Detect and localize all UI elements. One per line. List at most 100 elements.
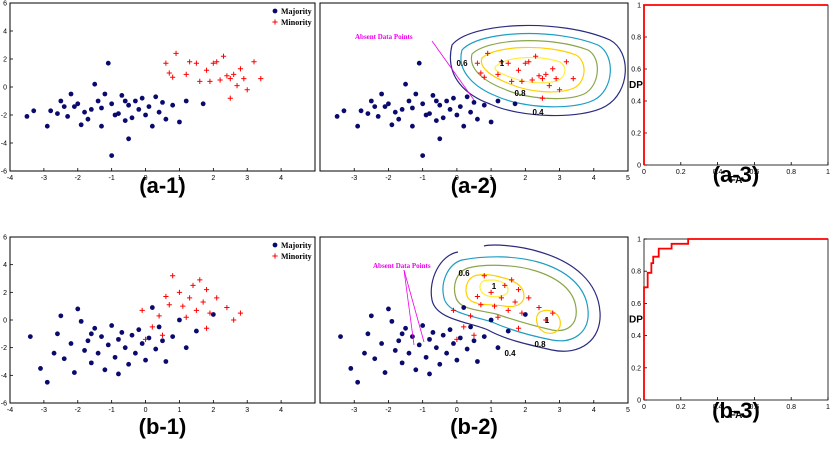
majority-point [423,354,429,360]
majority-point [382,370,388,375]
majority-point [95,350,101,356]
majority-point [334,114,340,119]
legend-majority-marker [272,242,278,248]
majority-point [468,109,473,115]
majority-point [403,81,408,87]
majority-point [95,98,101,104]
majority-point [112,354,118,360]
density-contour-1 [442,256,589,342]
majority-point [444,350,450,356]
majority-point [362,350,367,356]
minority-point [183,314,189,320]
x-tick-label: -2 [385,175,391,182]
roc-curve [643,238,828,400]
y-tick-label: 4 [3,29,7,36]
minority-point [526,295,532,301]
majority-point [102,367,108,373]
minority-point [471,332,477,338]
majority-point [51,350,57,356]
density-contour-2 [470,40,598,100]
legend-minority-marker [272,19,278,25]
minority-point [176,289,183,295]
panel-a1: -4 -3 -2 -1 0 1 2 3 4-6-4-20246MajorityMinority(… [1,1,316,198]
x-tick-label: -4 [7,175,13,182]
majority-point [193,328,199,334]
axes-frame [643,238,829,401]
y-tick-label: 0 [3,318,7,325]
majority-point [105,60,111,66]
minority-point [187,59,193,65]
minority-point [536,304,542,311]
majority-point [132,350,138,356]
majority-point [433,118,439,123]
majority-point [126,136,132,142]
annotation-absent-data-points: Absent Data Points [355,33,413,41]
majority-point [420,323,426,328]
majority-point [444,98,450,104]
majority-point [170,102,176,108]
majority-point [78,122,84,128]
minority-point [166,302,172,308]
legend-majority-label: Majority [281,7,312,16]
majority-point [399,331,405,337]
minority-point [461,324,467,330]
majority-point [386,306,391,312]
minority-point [474,60,481,66]
y-tick-label: -6 [1,401,7,408]
majority-point [177,119,182,125]
minority-point [474,293,481,300]
majority-point [382,104,388,109]
minority-point [505,307,511,313]
legend: Majority Minority [272,7,312,27]
minority-point [231,71,237,77]
majority-point [440,115,446,121]
minority-point [170,74,176,80]
x-tick-label: 1 [826,169,830,176]
x-tick-label: 2 [211,175,215,182]
annotation-absent-data-points: Absent Data Points [373,262,431,270]
majority-point [430,330,436,335]
majority-point [365,111,371,116]
majority-point [355,379,361,385]
x-tick-label: 0.6 [750,404,760,411]
panel-caption: (b-1) [139,414,187,439]
density-contour-3 [480,46,585,93]
x-tick-label: 1 [489,407,493,414]
minority-point [214,59,220,65]
majority-point [392,348,398,353]
majority-point [447,107,453,112]
majority-point [471,100,477,105]
y-tick-label: 0.6 [631,67,641,74]
x-tick-label: 4 [279,407,283,414]
axes-frame [643,4,829,166]
minority-point [529,77,535,83]
x-tick-label: 5 [626,175,630,182]
majority-point [433,98,439,104]
minority-point [170,273,176,279]
majority-point [99,105,104,111]
minority-point [224,73,230,79]
minority-point [515,325,522,331]
minority-point [227,95,233,101]
x-axis-label: FA [730,175,743,186]
y-axis-label: DP [629,80,643,91]
majority-point [146,104,152,109]
y-tick-label: 4 [3,262,7,269]
majority-point [139,341,145,346]
majority-point [44,379,50,385]
majority-point [461,123,467,129]
minority-point [505,60,511,66]
minority-point [251,59,257,65]
majority-point [75,306,81,312]
y-tick-label: 6 [3,235,7,242]
majority-point [153,346,159,352]
minority-point [217,77,223,83]
majority-point [495,98,501,104]
panel-caption: (a-3) [713,162,759,187]
minority-point [180,303,186,309]
legend-majority-marker [272,8,278,14]
contour-level-label: 0.4 [504,349,516,358]
majority-point [129,332,135,338]
minority-point [234,83,240,89]
